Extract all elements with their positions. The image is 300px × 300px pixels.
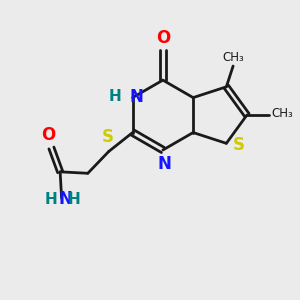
Text: H: H [109, 89, 122, 104]
Text: S: S [101, 128, 113, 146]
Text: CH₃: CH₃ [272, 107, 293, 120]
Text: CH₃: CH₃ [223, 51, 244, 64]
Text: N: N [158, 155, 171, 173]
Text: N: N [59, 190, 73, 208]
Text: N: N [130, 88, 144, 106]
Text: H: H [44, 192, 57, 207]
Text: H: H [68, 192, 81, 207]
Text: O: O [41, 126, 56, 144]
Text: O: O [156, 29, 170, 47]
Text: S: S [233, 136, 245, 154]
